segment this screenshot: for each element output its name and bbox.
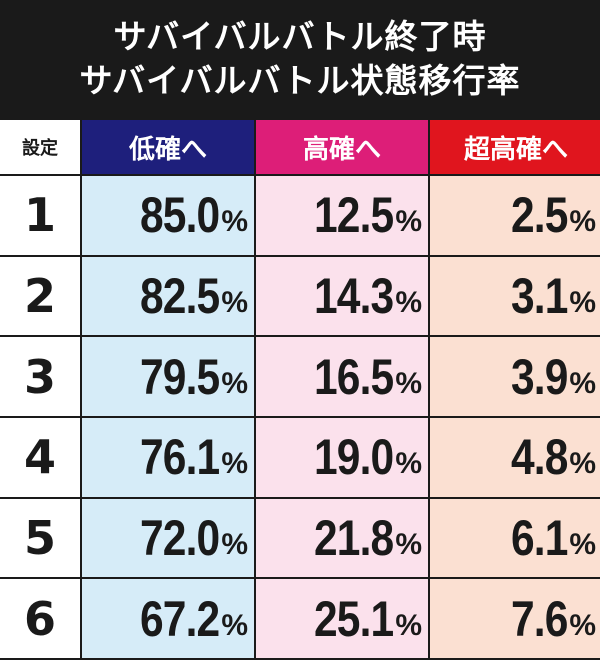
rate-value: 4.8	[510, 429, 568, 486]
super-rate-cell: 3.1%	[430, 256, 600, 336]
percent-sign: %	[395, 205, 422, 239]
low-rate-cell: 67.2%	[82, 579, 254, 658]
rate-value: 6.1	[510, 509, 568, 566]
header-low: 低確へ	[82, 120, 254, 174]
percent-sign: %	[569, 608, 596, 642]
high-rate-cell: 19.0%	[256, 417, 428, 497]
super-rate-cell: 4.8%	[430, 417, 600, 497]
rate-value: 3.1	[510, 267, 568, 324]
percent-sign: %	[221, 527, 248, 561]
rate-value: 14.3	[313, 267, 394, 324]
setting-cell: 3	[0, 337, 80, 416]
rate-value: 19.0	[313, 429, 394, 486]
super-rate-cell: 6.1%	[430, 498, 600, 578]
rate-value: 25.1	[313, 590, 394, 647]
percent-sign: %	[395, 527, 422, 561]
setting-cell: 6	[0, 579, 80, 658]
super-rate-cell: 3.9%	[430, 337, 600, 416]
percent-sign: %	[221, 608, 248, 642]
rate-value: 85.0	[139, 187, 220, 244]
percent-sign: %	[221, 285, 248, 319]
super-rate-cell: 7.6%	[430, 579, 600, 658]
percent-sign: %	[395, 285, 422, 319]
percent-sign: %	[221, 447, 248, 481]
percent-sign: %	[569, 205, 596, 239]
rate-value: 16.5	[313, 348, 394, 405]
rate-value: 72.0	[139, 509, 220, 566]
title-line-2: サバイバルバトル状態移行率	[79, 61, 521, 100]
low-rate-cell: 82.5%	[82, 256, 254, 336]
percent-sign: %	[569, 527, 596, 561]
percent-sign: %	[569, 366, 596, 400]
title-line-1: サバイバルバトル終了時	[113, 17, 487, 56]
percent-sign: %	[395, 608, 422, 642]
percent-sign: %	[395, 447, 422, 481]
rate-table: 設定 低確へ 高確へ 超高確へ 1 85.0% 12.5% 2.5% 2 82.…	[0, 120, 600, 660]
title-block: サバイバルバトル終了時 サバイバルバトル状態移行率	[0, 0, 600, 118]
setting-cell: 2	[0, 256, 80, 336]
low-rate-cell: 72.0%	[82, 498, 254, 578]
high-rate-cell: 14.3%	[256, 256, 428, 336]
high-rate-cell: 12.5%	[256, 176, 428, 255]
rate-value: 67.2	[139, 590, 220, 647]
high-rate-cell: 16.5%	[256, 337, 428, 416]
low-rate-cell: 79.5%	[82, 337, 254, 416]
high-rate-cell: 21.8%	[256, 498, 428, 578]
rate-value: 3.9	[510, 348, 568, 405]
header-high: 高確へ	[256, 120, 428, 174]
high-rate-cell: 25.1%	[256, 579, 428, 658]
setting-cell: 1	[0, 176, 80, 255]
rate-value: 7.6	[510, 590, 568, 647]
header-setting: 設定	[0, 120, 80, 174]
low-rate-cell: 76.1%	[82, 417, 254, 497]
rate-value: 12.5	[313, 187, 394, 244]
header-super: 超高確へ	[430, 120, 600, 174]
rate-value: 21.8	[313, 509, 394, 566]
low-rate-cell: 85.0%	[82, 176, 254, 255]
percent-sign: %	[569, 285, 596, 319]
rate-value: 2.5	[510, 187, 568, 244]
percent-sign: %	[221, 366, 248, 400]
rate-value: 82.5	[139, 267, 220, 324]
super-rate-cell: 2.5%	[430, 176, 600, 255]
percent-sign: %	[221, 205, 248, 239]
percent-sign: %	[569, 447, 596, 481]
setting-cell: 5	[0, 498, 80, 578]
rate-value: 76.1	[139, 429, 220, 486]
setting-cell: 4	[0, 417, 80, 497]
rate-value: 79.5	[139, 348, 220, 405]
percent-sign: %	[395, 366, 422, 400]
